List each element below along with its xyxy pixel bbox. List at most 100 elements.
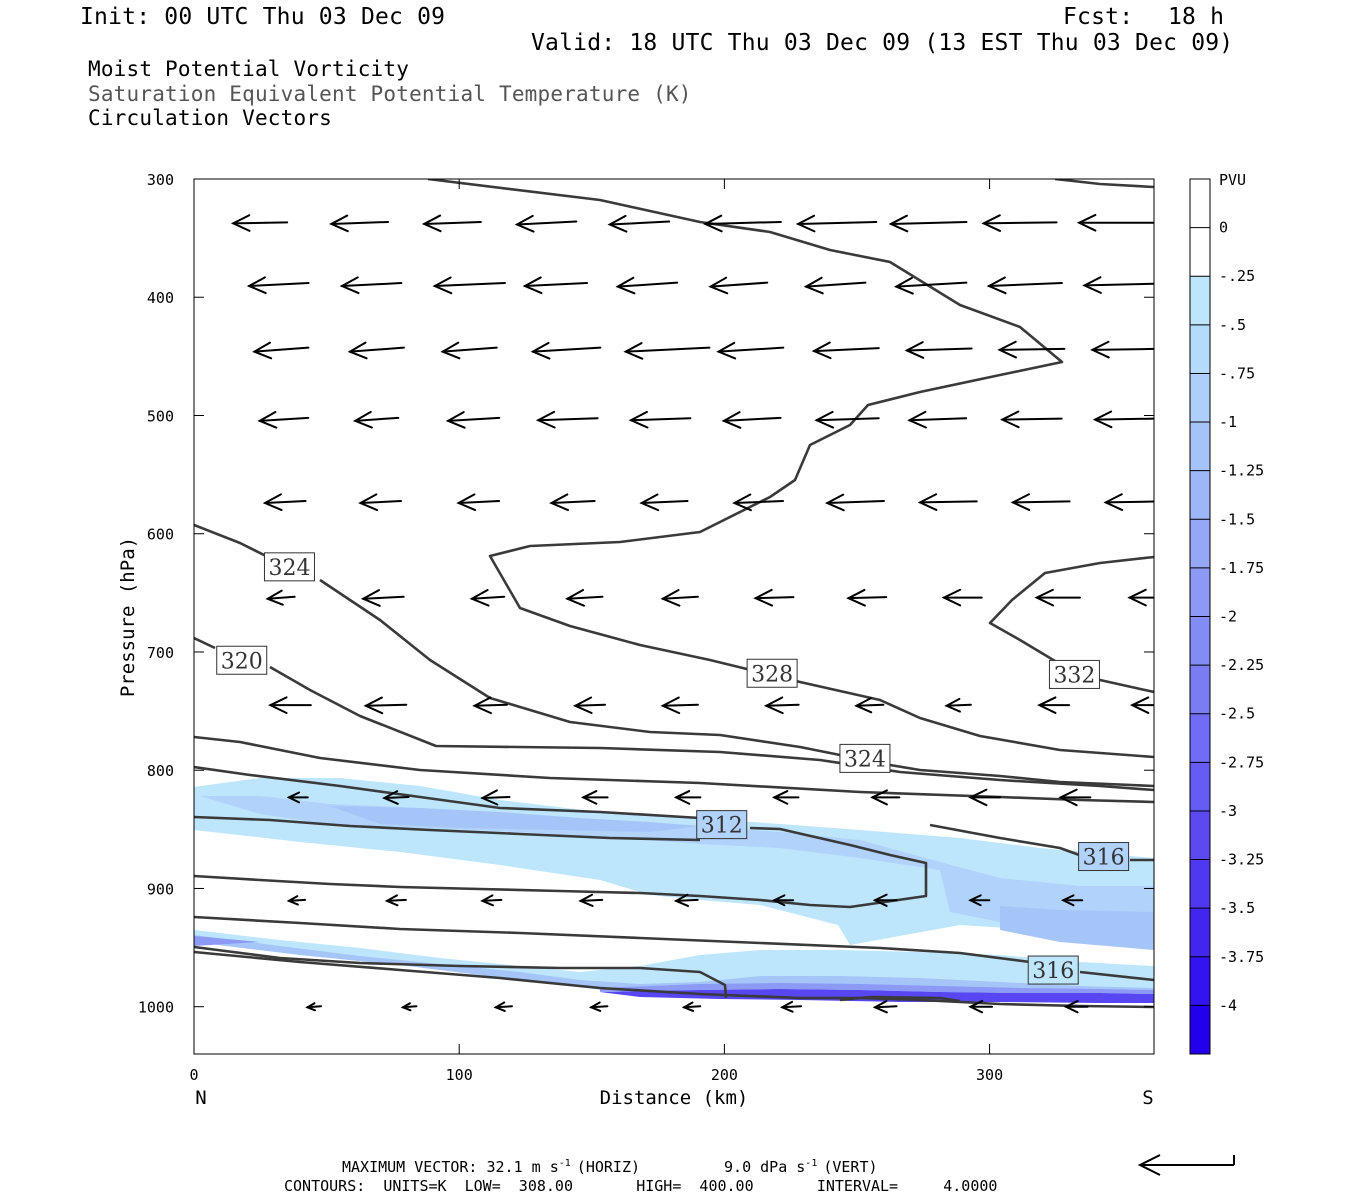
colorbar-label: -3.75: [1219, 948, 1264, 966]
circulation-vector: [872, 893, 898, 907]
circulation-vector: [870, 789, 901, 806]
circulation-vector: [1090, 340, 1154, 359]
y-tick-label: 400: [147, 289, 174, 307]
colorbar-label: -2: [1219, 608, 1237, 626]
colorbar-swatch: [1190, 956, 1210, 1006]
circulation-vectors: [230, 213, 1264, 1014]
circulation-vector: [763, 696, 800, 715]
colorbar-label: -2.5: [1219, 705, 1255, 723]
circulation-vector: [514, 214, 578, 233]
contour-label: 332: [1048, 659, 1100, 689]
circulation-vector: [673, 893, 699, 907]
max-vector-label: MAXIMUM VECTOR: 32.1 m s-1 (HORIZ) 9.0 dPa…: [342, 1158, 878, 1176]
colorbar-swatch: [1190, 908, 1210, 958]
circulation-vector: [941, 588, 983, 607]
circulation-vector: [1129, 696, 1154, 714]
circulation-vector: [795, 214, 878, 233]
circulation-vector: [1058, 788, 1092, 807]
circulation-vector: [246, 276, 310, 295]
circulation-vector: [803, 276, 867, 295]
circulation-vector: [1127, 588, 1154, 607]
circulation-vector: [421, 214, 482, 233]
circulation-vector: [999, 410, 1063, 429]
circulation-vector: [257, 411, 310, 429]
colorbar-swatch: [1190, 227, 1210, 277]
circulation-vector: [347, 341, 405, 360]
circulation-vector: [893, 276, 968, 295]
colorbar-swatch: [1190, 567, 1210, 617]
circulation-vector: [708, 276, 769, 295]
circulation-vector: [493, 1001, 513, 1012]
theta-es-contour-312-mid: [194, 815, 701, 842]
circulation-vector: [480, 894, 503, 907]
plot-frame: [193, 178, 1155, 1055]
circulation-vector: [607, 214, 671, 233]
theta-es-contour-320: [194, 735, 1154, 804]
theta-es-contour-surface-cell: [839, 995, 961, 1003]
circulation-vector: [904, 341, 973, 359]
pv-band-upper-core: [330, 806, 700, 832]
theta-es-contour-336-top: [1054, 179, 1154, 189]
circulation-vector: [580, 790, 609, 805]
circulation-vector: [615, 276, 679, 295]
circulation-vector: [917, 493, 978, 511]
circulation-vector: [230, 214, 289, 232]
circulation-vector: [400, 1002, 418, 1012]
contour-labels: 324 320 328 332 324 312 316 316: [216, 552, 1130, 985]
theta-es-contour-332: [427, 179, 1154, 759]
axes: 300 400 500 600 700 800 900 1000 0 100 200 300: [138, 171, 1154, 1084]
circulation-vector: [265, 589, 296, 606]
circulation-vector: [628, 410, 692, 429]
colorbar-swatch: [1190, 713, 1210, 763]
contour-label: 312: [696, 810, 748, 840]
colorbar-swatch: [1190, 373, 1210, 423]
x-tick-label: 100: [446, 1066, 473, 1084]
circulation-vector: [530, 341, 602, 360]
x-axis-south-label: S: [1142, 1087, 1153, 1109]
theta-es-contours: [194, 179, 1154, 1009]
circulation-vector: [1037, 696, 1071, 714]
circulation-vector: [382, 790, 410, 805]
contours-info: CONTOURS: UNITS=K LOW= 308.00 HIGH= 400.…: [284, 1177, 997, 1195]
x-tick-label: 300: [976, 1066, 1003, 1084]
circulation-vector: [1076, 213, 1154, 232]
circulation-vector: [305, 1002, 322, 1012]
field-title-pv: Moist Potential Vorticity: [88, 57, 410, 81]
circulation-vector: [872, 1000, 898, 1014]
circulation-vector: [286, 895, 307, 906]
circulation-vector: [440, 341, 498, 360]
circulation-vector: [1172, 215, 1264, 231]
pv-band-lower-inner: [194, 935, 1154, 998]
y-tick-label: 700: [147, 644, 174, 662]
circulation-vector: [824, 493, 885, 512]
field-title-theta-es: Saturation Equivalent Potential Temperat…: [88, 82, 692, 106]
colorbar-label: -.25: [1219, 267, 1255, 285]
circulation-vector: [681, 1001, 702, 1012]
circulation-vector: [352, 410, 400, 429]
forecast-label: Fcst:: [1063, 4, 1134, 30]
circulation-vector: [1010, 493, 1071, 511]
circulation-vector: [639, 493, 689, 512]
y-tick-label: 800: [147, 762, 174, 780]
colorbar-label: -4: [1219, 996, 1237, 1014]
colorbar-label: -2.75: [1219, 753, 1264, 771]
circulation-vector: [456, 493, 501, 512]
circulation-vector: [329, 214, 390, 233]
svg-text:324: 324: [844, 747, 886, 772]
contour-label: 324: [839, 743, 891, 773]
theta-es-contour-308: [194, 915, 1154, 982]
circulation-vector: [944, 697, 972, 713]
y-tick-label: 500: [147, 407, 174, 425]
circulation-vector: [588, 1001, 609, 1012]
circulation-vector: [968, 894, 991, 907]
colorbar-swatch: [1190, 324, 1210, 374]
x-axis-north-label: N: [195, 1087, 206, 1109]
colorbar-label: -1.25: [1219, 462, 1264, 480]
svg-text:328: 328: [751, 662, 793, 687]
circulation-vector: [363, 696, 408, 715]
colorbar-swatch: [1190, 762, 1210, 812]
circulation-vector: [753, 588, 795, 607]
colorbar-swatch: [1190, 276, 1210, 326]
circulation-vector: [286, 791, 309, 804]
